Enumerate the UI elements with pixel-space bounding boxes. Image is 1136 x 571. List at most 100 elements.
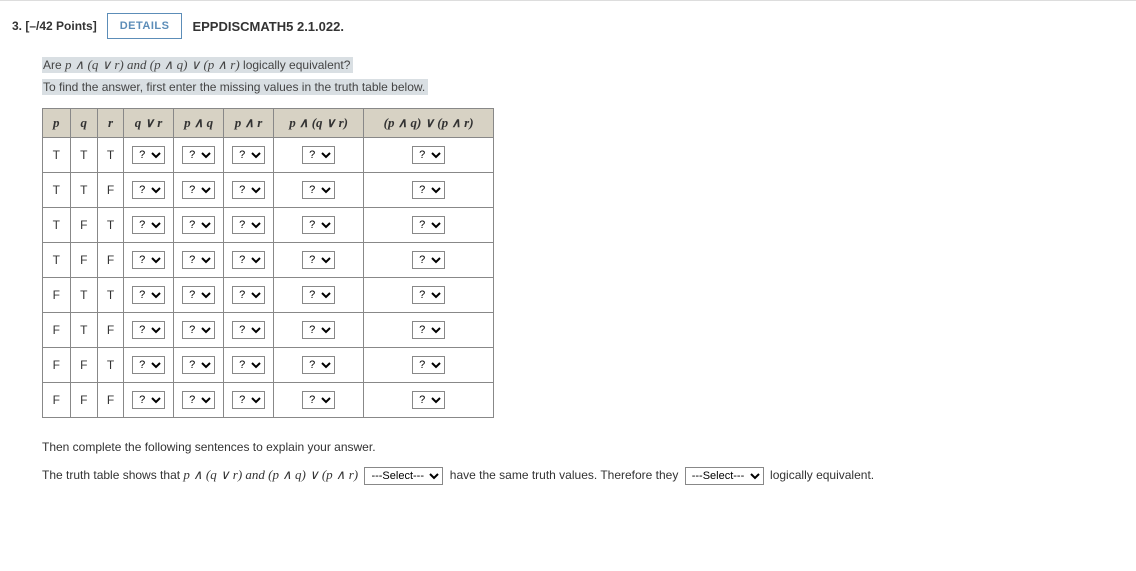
table-row: TTF?????	[43, 173, 494, 208]
truth-value-select[interactable]: ?	[412, 286, 445, 304]
truth-value-select[interactable]: ?	[232, 356, 265, 374]
truth-value-select[interactable]: ?	[302, 146, 335, 164]
truth-value-select[interactable]: ?	[412, 181, 445, 199]
prompt-pre: Are	[43, 58, 65, 72]
dropdown-cell: ?	[174, 173, 224, 208]
explain-expr: p ∧ (q ∨ r) and (p ∧ q) ∨ (p ∧ r)	[183, 467, 358, 482]
truth-value-select[interactable]: ?	[302, 251, 335, 269]
table-row: FFF?????	[43, 383, 494, 418]
truth-value-cell: F	[70, 208, 98, 243]
question-source: EPPDISCMATH5 2.1.022.	[192, 19, 343, 34]
truth-value-select[interactable]: ?	[182, 181, 215, 199]
dropdown-cell: ?	[274, 173, 364, 208]
dropdown-cell: ?	[124, 383, 174, 418]
prompt-post: logically equivalent?	[240, 58, 351, 72]
truth-value-select[interactable]: ?	[182, 251, 215, 269]
dropdown-cell: ?	[124, 313, 174, 348]
truth-value-cell: T	[43, 208, 71, 243]
truth-value-select[interactable]: ?	[132, 286, 165, 304]
dropdown-cell: ?	[174, 348, 224, 383]
col-paq: p ∧ q	[174, 109, 224, 138]
truth-value-cell: F	[98, 383, 124, 418]
truth-value-select[interactable]: ?	[132, 146, 165, 164]
truth-value-select[interactable]: ?	[412, 391, 445, 409]
truth-value-select[interactable]: ?	[412, 356, 445, 374]
truth-value-select[interactable]: ?	[232, 251, 265, 269]
truth-value-cell: T	[98, 208, 124, 243]
truth-value-select[interactable]: ?	[132, 321, 165, 339]
truth-value-select[interactable]: ?	[232, 181, 265, 199]
table-row: TFT?????	[43, 208, 494, 243]
select-equivalent[interactable]: ---Select---	[685, 467, 764, 485]
truth-value-cell: F	[43, 383, 71, 418]
truth-value-select[interactable]: ?	[182, 146, 215, 164]
truth-value-cell: F	[70, 243, 98, 278]
truth-value-select[interactable]: ?	[132, 181, 165, 199]
truth-value-select[interactable]: ?	[182, 216, 215, 234]
explain-pre: The truth table shows that	[42, 468, 183, 482]
truth-value-cell: T	[98, 348, 124, 383]
dropdown-cell: ?	[224, 243, 274, 278]
truth-value-cell: T	[43, 243, 71, 278]
truth-value-select[interactable]: ?	[232, 321, 265, 339]
dropdown-cell: ?	[174, 278, 224, 313]
prompt-line2: To find the answer, first enter the miss…	[42, 79, 428, 95]
table-header-row: p q r q ∨ r p ∧ q p ∧ r p ∧ (q ∨ r) (p ∧…	[43, 109, 494, 138]
dropdown-cell: ?	[174, 138, 224, 173]
truth-value-select[interactable]: ?	[412, 251, 445, 269]
truth-value-select[interactable]: ?	[412, 146, 445, 164]
question-container: 3. [–/42 Points] DETAILS EPPDISCMATH5 2.…	[0, 0, 1136, 497]
truth-value-select[interactable]: ?	[302, 216, 335, 234]
col-r: r	[98, 109, 124, 138]
col-q: q	[70, 109, 98, 138]
truth-value-select[interactable]: ?	[132, 356, 165, 374]
truth-value-select[interactable]: ?	[302, 356, 335, 374]
explain-mid: have the same truth values. Therefore th…	[450, 468, 682, 482]
truth-value-select[interactable]: ?	[302, 286, 335, 304]
truth-value-select[interactable]: ?	[232, 391, 265, 409]
dropdown-cell: ?	[174, 383, 224, 418]
truth-value-select[interactable]: ?	[302, 321, 335, 339]
details-button[interactable]: DETAILS	[107, 13, 183, 39]
truth-value-select[interactable]: ?	[412, 216, 445, 234]
dropdown-cell: ?	[124, 208, 174, 243]
dropdown-cell: ?	[364, 138, 494, 173]
truth-value-select[interactable]: ?	[132, 391, 165, 409]
dropdown-cell: ?	[124, 173, 174, 208]
explain-intro: Then complete the following sentences to…	[42, 434, 1124, 460]
truth-value-cell: T	[98, 278, 124, 313]
truth-value-select[interactable]: ?	[232, 216, 265, 234]
truth-value-cell: T	[43, 173, 71, 208]
truth-value-cell: F	[43, 313, 71, 348]
dropdown-cell: ?	[364, 348, 494, 383]
truth-value-select[interactable]: ?	[132, 216, 165, 234]
table-row: TTT?????	[43, 138, 494, 173]
col-p: p	[43, 109, 71, 138]
explanation-block: Then complete the following sentences to…	[42, 434, 1124, 489]
dropdown-cell: ?	[364, 208, 494, 243]
truth-value-select[interactable]: ?	[132, 251, 165, 269]
truth-value-cell: F	[43, 278, 71, 313]
explain-end: logically equivalent.	[770, 468, 874, 482]
truth-value-select[interactable]: ?	[182, 356, 215, 374]
dropdown-cell: ?	[224, 313, 274, 348]
dropdown-cell: ?	[124, 243, 174, 278]
dropdown-cell: ?	[274, 313, 364, 348]
dropdown-cell: ?	[174, 313, 224, 348]
dropdown-cell: ?	[274, 348, 364, 383]
truth-value-select[interactable]: ?	[182, 391, 215, 409]
truth-value-select[interactable]: ?	[232, 286, 265, 304]
dropdown-cell: ?	[274, 278, 364, 313]
truth-value-select[interactable]: ?	[232, 146, 265, 164]
truth-value-select[interactable]: ?	[302, 181, 335, 199]
dropdown-cell: ?	[364, 383, 494, 418]
truth-value-select[interactable]: ?	[182, 321, 215, 339]
dropdown-cell: ?	[224, 208, 274, 243]
select-same-values[interactable]: ---Select---	[364, 467, 443, 485]
dropdown-cell: ?	[364, 278, 494, 313]
truth-value-select[interactable]: ?	[302, 391, 335, 409]
dropdown-cell: ?	[364, 243, 494, 278]
truth-value-select[interactable]: ?	[412, 321, 445, 339]
truth-value-select[interactable]: ?	[182, 286, 215, 304]
truth-value-cell: F	[98, 313, 124, 348]
